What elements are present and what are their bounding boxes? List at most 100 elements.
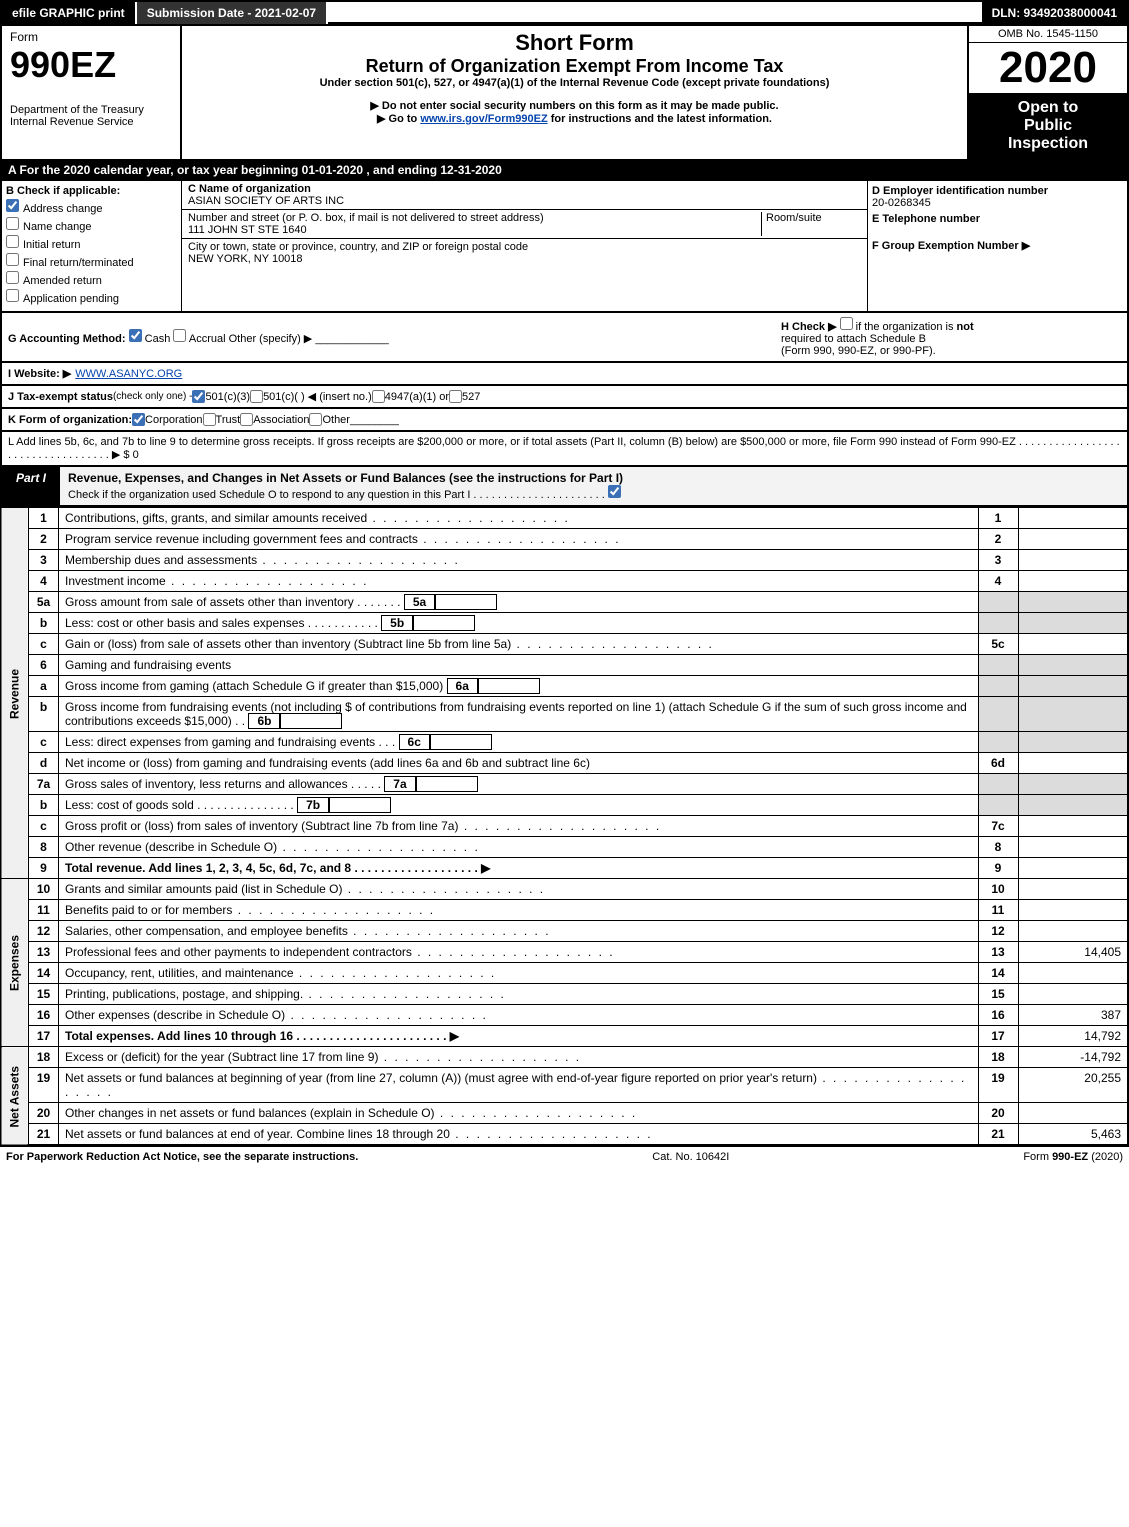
row-gh: G Accounting Method: Cash Accrual Other … (0, 313, 1129, 363)
table-row: 5aGross amount from sale of assets other… (1, 592, 1128, 613)
line-text: Benefits paid to or for members (59, 900, 979, 921)
row-h: H Check ▶ if the organization is not req… (781, 317, 1101, 357)
table-row: 9Total revenue. Add lines 1, 2, 3, 4, 5c… (1, 858, 1128, 879)
note-goto-pre: ▶ Go to (377, 113, 420, 125)
line-box: 17 (978, 1026, 1018, 1047)
line-num: 18 (29, 1047, 59, 1068)
inline-val (478, 678, 540, 694)
table-row: 14Occupancy, rent, utilities, and mainte… (1, 963, 1128, 984)
chk-application-pending[interactable]: Application pending (6, 289, 177, 305)
part1-tab: Part I (2, 467, 60, 505)
table-row: Net Assets 18Excess or (deficit) for the… (1, 1047, 1128, 1068)
line-text: Program service revenue including govern… (59, 529, 979, 550)
chk-accrual-text: Accrual (189, 333, 226, 345)
chk-accrual[interactable] (173, 329, 186, 342)
chk-other-org[interactable] (309, 413, 322, 426)
line-amt: -14,792 (1018, 1047, 1128, 1068)
h-label-1: H Check ▶ (781, 321, 840, 333)
open-line1: Open to (975, 99, 1121, 117)
line-num: 10 (29, 879, 59, 900)
line-num: 6 (29, 655, 59, 676)
line-amt-shade (1018, 655, 1128, 676)
chk-501c[interactable] (250, 390, 263, 403)
box-def: D Employer identification number 20-0268… (867, 181, 1127, 311)
table-row: 17Total expenses. Add lines 10 through 1… (1, 1026, 1128, 1047)
room-suite-label: Room/suite (761, 212, 861, 236)
chk-initial-return[interactable]: Initial return (6, 235, 177, 251)
chk-final-return-input[interactable] (6, 253, 19, 266)
row-j: J Tax-exempt status (check only one) - 5… (0, 386, 1129, 409)
line-num: c (29, 634, 59, 655)
omb-number: OMB No. 1545-1150 (969, 26, 1127, 43)
h-label-4: (Form 990, 990-EZ, or 990-PF). (781, 345, 936, 357)
expenses-tab: Expenses (1, 879, 29, 1047)
chk-amended-return-input[interactable] (6, 271, 19, 284)
header-right: OMB No. 1545-1150 2020 Open to Public In… (967, 26, 1127, 159)
line-text: Net income or (loss) from gaming and fun… (59, 753, 979, 774)
chk-4947-text: 4947(a)(1) or (385, 391, 449, 403)
line-num: 17 (29, 1026, 59, 1047)
chk-4947[interactable] (372, 390, 385, 403)
chk-application-pending-input[interactable] (6, 289, 19, 302)
line-box: 14 (978, 963, 1018, 984)
inline-val (413, 615, 475, 631)
line-amt-shade (1018, 697, 1128, 732)
chk-initial-return-input[interactable] (6, 235, 19, 248)
chk-address-change[interactable]: Address change (6, 199, 177, 215)
subtitle: Under section 501(c), 527, or 4947(a)(1)… (186, 77, 963, 89)
chk-corporation[interactable] (132, 413, 145, 426)
line-num: 3 (29, 550, 59, 571)
line-num: 11 (29, 900, 59, 921)
line-box-shade (978, 697, 1018, 732)
note-goto: ▶ Go to www.irs.gov/Form990EZ for instru… (186, 112, 963, 125)
chk-amended-return[interactable]: Amended return (6, 271, 177, 287)
line-text: Other changes in net assets or fund bala… (59, 1103, 979, 1124)
line-box: 3 (978, 550, 1018, 571)
table-row: bLess: cost of goods sold . . . . . . . … (1, 795, 1128, 816)
line-amt: 5,463 (1018, 1124, 1128, 1146)
line-text: Less: cost or other basis and sales expe… (59, 613, 979, 634)
submission-date-button[interactable]: Submission Date - 2021-02-07 (137, 2, 328, 24)
table-row: 6Gaming and fundraising events (1, 655, 1128, 676)
chk-association[interactable] (240, 413, 253, 426)
line-text: Total revenue. Add lines 1, 2, 3, 4, 5c,… (59, 858, 979, 879)
website-link[interactable]: WWW.ASANYC.ORG (75, 368, 182, 380)
line-amt: 14,792 (1018, 1026, 1128, 1047)
irs-link[interactable]: www.irs.gov/Form990EZ (420, 113, 547, 125)
chk-final-return[interactable]: Final return/terminated (6, 253, 177, 269)
line-box-shade (978, 592, 1018, 613)
chk-other-org-text: Other (322, 414, 350, 426)
addr-label: Number and street (or P. O. box, if mail… (188, 212, 544, 224)
open-line3: Inspection (975, 135, 1121, 153)
line-amt (1018, 900, 1128, 921)
line-num: 15 (29, 984, 59, 1005)
chk-schedule-o[interactable] (608, 485, 621, 498)
row-l: L Add lines 5b, 6c, and 7b to line 9 to … (0, 432, 1129, 467)
efile-print-button[interactable]: efile GRAPHIC print (2, 2, 137, 24)
part1-check-note: Check if the organization used Schedule … (68, 489, 608, 501)
line-amt (1018, 837, 1128, 858)
box-b: B Check if applicable: Address change Na… (2, 181, 182, 311)
header-center: Short Form Return of Organization Exempt… (182, 26, 967, 159)
chk-trust[interactable] (203, 413, 216, 426)
chk-corporation-text: Corporation (145, 414, 202, 426)
line-box-shade (978, 613, 1018, 634)
chk-527[interactable] (449, 390, 462, 403)
table-row: 12Salaries, other compensation, and empl… (1, 921, 1128, 942)
chk-cash[interactable] (129, 329, 142, 342)
chk-h[interactable] (840, 317, 853, 330)
line-text: Gross amount from sale of assets other t… (59, 592, 979, 613)
line-box: 15 (978, 984, 1018, 1005)
revenue-tab: Revenue (1, 508, 29, 879)
info-grid: B Check if applicable: Address change Na… (0, 181, 1129, 313)
chk-name-change[interactable]: Name change (6, 217, 177, 233)
line-box: 19 (978, 1068, 1018, 1103)
chk-501c3[interactable] (192, 390, 205, 403)
chk-name-change-input[interactable] (6, 217, 19, 230)
line-box: 11 (978, 900, 1018, 921)
line-text: Gain or (loss) from sale of assets other… (59, 634, 979, 655)
form-word: Form (10, 30, 172, 44)
chk-address-change-input[interactable] (6, 199, 19, 212)
h-not: not (957, 321, 974, 333)
line-text: Membership dues and assessments (59, 550, 979, 571)
